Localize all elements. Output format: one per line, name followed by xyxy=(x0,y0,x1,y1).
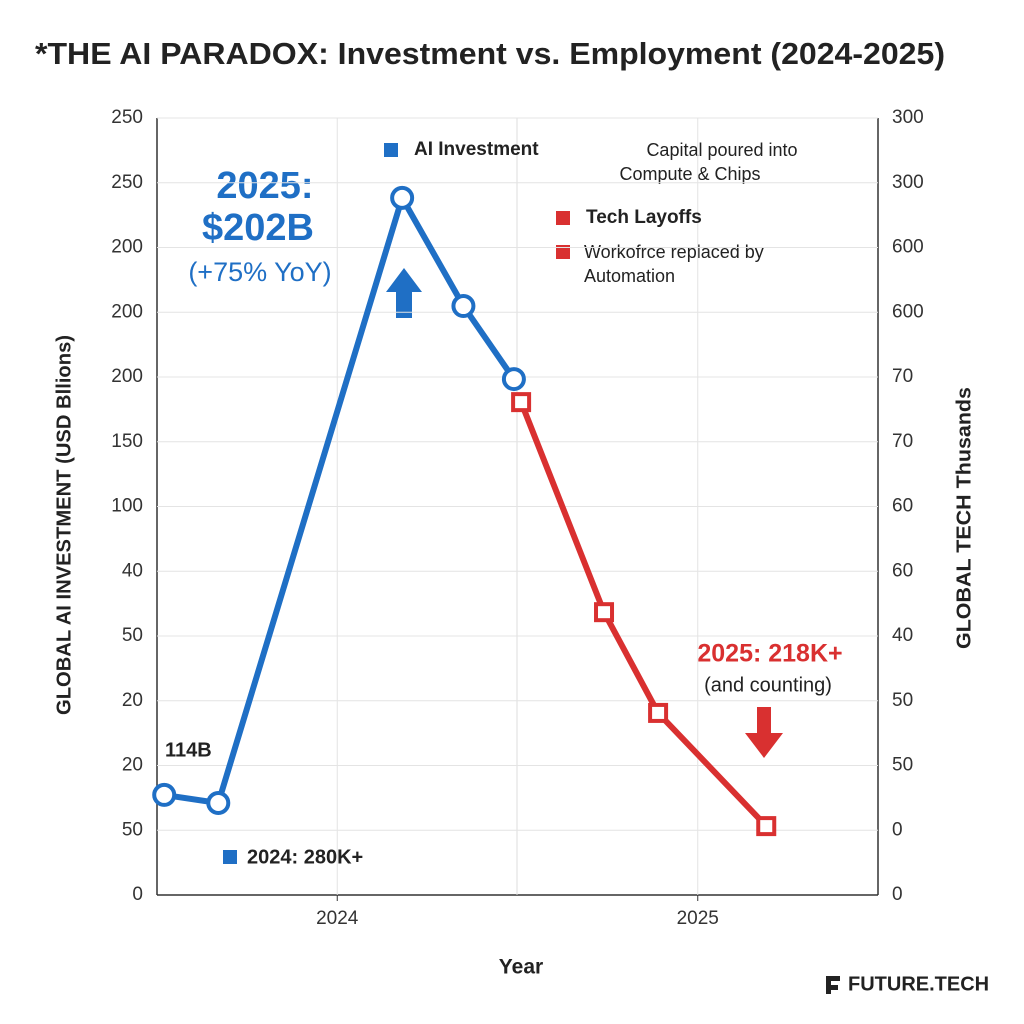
y-tick-label: 200 xyxy=(111,366,143,387)
y2-tick-label: 50 xyxy=(892,690,913,711)
annotation: (+75% YoY) xyxy=(188,257,331,287)
data-line xyxy=(163,194,517,807)
y-tick-label: 250 xyxy=(111,172,143,193)
y2-axis-title: GLOBAL TECH Thusands xyxy=(953,387,975,649)
annotation: 2025: xyxy=(216,165,313,207)
legend-label: Tech Layoffs xyxy=(586,207,702,228)
legend-swatch xyxy=(556,211,570,225)
y2-tick-label: 70 xyxy=(892,431,913,452)
data-point xyxy=(756,816,777,837)
y-tick-label: 200 xyxy=(111,237,143,258)
data-point xyxy=(594,602,615,623)
brand: FUTURE.TECH xyxy=(848,973,989,995)
legend-swatch xyxy=(384,143,398,157)
y2-tick-label: 60 xyxy=(892,560,913,581)
y-tick-label: 50 xyxy=(122,819,143,840)
y2-tick-label: 60 xyxy=(892,496,913,517)
chart-title: *THE AI PARADOX: Investment vs. Employme… xyxy=(35,36,945,71)
y-tick-label: 0 xyxy=(132,884,143,905)
y-tick-label: 150 xyxy=(111,431,143,452)
data-point xyxy=(206,791,231,816)
y-axis-title: GLOBAL AI INVESTMENT (USD Bllions) xyxy=(53,335,75,715)
brand-logo xyxy=(826,976,840,994)
x-tick-label: 2025 xyxy=(677,908,719,929)
y2-tick-label: 70 xyxy=(892,366,913,387)
y-tick-label: 20 xyxy=(122,690,143,711)
data-line xyxy=(518,401,769,829)
y-tick-label: 100 xyxy=(111,496,143,517)
y-tick-label: 40 xyxy=(122,560,143,581)
up-arrow xyxy=(386,268,422,318)
y-tick-label: 250 xyxy=(111,107,143,128)
y-tick-label: 50 xyxy=(122,625,143,646)
annotation-marker xyxy=(223,850,237,864)
x-tick-label: 2024 xyxy=(316,908,359,929)
y2-tick-label: 300 xyxy=(892,107,924,128)
annotation: 2024: 280K+ xyxy=(247,846,363,868)
annotation: Compute & Chips xyxy=(619,164,760,184)
x-axis-title: Year xyxy=(499,956,543,979)
data-point xyxy=(451,294,476,319)
data-point xyxy=(390,185,415,210)
y2-tick-label: 0 xyxy=(892,884,903,905)
y2-tick-label: 600 xyxy=(892,301,924,322)
data-point xyxy=(501,367,526,392)
annotation: 114B xyxy=(165,739,212,761)
y2-tick-label: 50 xyxy=(892,755,913,776)
y2-tick-label: 600 xyxy=(892,237,924,258)
y-tick-label: 200 xyxy=(111,301,143,322)
annotation: $202B xyxy=(202,207,314,249)
data-point xyxy=(511,392,532,413)
data-point xyxy=(648,702,669,723)
y2-tick-label: 300 xyxy=(892,172,924,193)
legend-label: AI Investment xyxy=(414,139,539,160)
annotation: Workofrce replaced by xyxy=(584,242,764,262)
annotation: (and counting) xyxy=(704,674,832,696)
data-point xyxy=(152,782,177,807)
down-arrow xyxy=(745,707,783,758)
y2-tick-label: 0 xyxy=(892,819,903,840)
y-tick-label: 20 xyxy=(122,755,143,776)
annotation: 2025: 218K+ xyxy=(697,640,842,668)
y2-tick-label: 40 xyxy=(892,625,913,646)
annotation: Capital poured into xyxy=(646,140,797,160)
annotation: Automation xyxy=(584,266,675,286)
annotation-marker xyxy=(556,245,570,259)
